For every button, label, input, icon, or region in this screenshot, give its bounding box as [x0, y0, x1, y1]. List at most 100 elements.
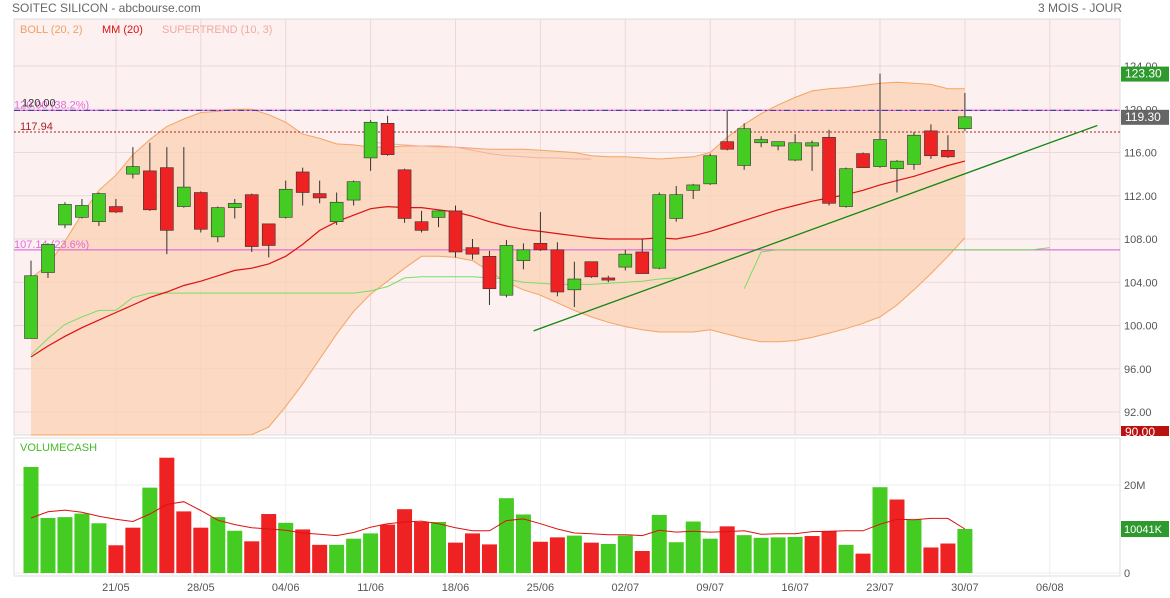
high-price-badge: 123.30	[1125, 67, 1162, 81]
volume-bar	[329, 544, 345, 573]
volume-bar	[91, 523, 107, 573]
low-price-badge-bg	[1121, 426, 1169, 436]
volume-badge: 10041K	[1124, 524, 1163, 536]
candle-body	[873, 139, 887, 167]
bollinger-upper-line	[30, 81, 965, 279]
volume-bar	[940, 543, 956, 573]
supertrend-upper-line	[370, 141, 592, 160]
candle-body	[720, 141, 734, 150]
volume-bar	[838, 544, 854, 573]
candle-body	[907, 134, 921, 165]
volume-bar	[346, 538, 362, 573]
candle-body	[686, 184, 701, 191]
candle-body	[550, 249, 565, 293]
bollinger-lower-line	[31, 237, 966, 436]
volume-bar	[600, 543, 616, 573]
candle-body	[754, 139, 768, 144]
volume-bar	[804, 536, 820, 573]
candle-body	[584, 261, 599, 278]
candle-body	[92, 193, 106, 222]
candle-body	[924, 130, 938, 157]
volume-bar	[617, 535, 633, 573]
chart-title: SOITEC SILICON - abcbourse.com	[12, 1, 201, 15]
x-tick-label: 21/05	[102, 582, 130, 594]
candle-body	[482, 255, 497, 290]
candle-body	[363, 121, 378, 159]
legend-boll: BOLL (20, 2)	[20, 24, 83, 36]
candle-body	[567, 278, 582, 291]
candle-body	[669, 194, 684, 219]
x-tick-label: 04/06	[272, 582, 300, 594]
volume-bar	[176, 511, 192, 573]
volume-bar	[549, 537, 565, 573]
legend-mm: MM (20)	[102, 24, 143, 36]
candle-body	[465, 247, 480, 255]
volume-bar	[40, 518, 56, 573]
volume-bar	[906, 519, 922, 573]
candle-body	[890, 160, 904, 170]
last-price-badge: 119.30	[1125, 110, 1161, 124]
x-tick-label: 30/07	[951, 582, 979, 594]
candle-body	[244, 194, 259, 247]
candle-body	[143, 170, 157, 211]
candle-body	[941, 150, 955, 158]
volume-bar	[464, 533, 480, 573]
candle-body	[652, 194, 667, 269]
y-tick-label: 92.00	[1124, 407, 1152, 419]
candle-body	[227, 203, 242, 208]
y-tick-label: 108.00	[1124, 234, 1158, 246]
candle-body	[703, 155, 718, 185]
volume-bar	[583, 542, 599, 573]
volume-bar	[770, 537, 786, 573]
volume-bar	[295, 529, 311, 573]
volume-bar	[227, 530, 243, 573]
resistance-label: 120.00	[22, 97, 56, 109]
candle-body	[958, 116, 972, 130]
candle-body	[516, 249, 531, 261]
volume-bar	[210, 517, 226, 573]
trend-line	[533, 124, 1098, 332]
volume-bar	[685, 521, 701, 573]
volume-bar	[261, 514, 277, 573]
high-price-badge-bg	[1121, 66, 1169, 82]
candle-body	[499, 245, 514, 296]
y-tick-label: 96.00	[1124, 364, 1152, 376]
candle-body	[41, 244, 55, 273]
candle-body	[822, 137, 836, 204]
volume-badge-bg	[1121, 521, 1169, 537]
volume-tick-label: 0	[1124, 568, 1130, 580]
candles	[24, 73, 972, 339]
volume-bar	[668, 542, 684, 573]
y-tick-label: 112.00	[1124, 191, 1157, 203]
volume-average-line	[30, 501, 966, 537]
volume-bar	[193, 527, 209, 573]
volume-bar	[57, 517, 73, 573]
candle-body	[431, 210, 446, 218]
volume-bar	[159, 457, 175, 573]
volume-bar	[498, 498, 514, 573]
volume-bar	[125, 527, 141, 573]
x-tick-label: 02/07	[612, 582, 640, 594]
candle-body	[635, 251, 650, 274]
volume-bar	[414, 521, 430, 573]
volume-bar	[278, 522, 294, 573]
volume-bar	[363, 533, 379, 573]
x-tick-label: 18/06	[442, 582, 470, 594]
volume-bar	[872, 487, 888, 573]
candle-body	[737, 128, 751, 166]
candle-body	[618, 253, 633, 268]
candle-body	[194, 192, 208, 230]
volume-bar	[23, 466, 39, 573]
candle-body	[295, 171, 310, 193]
low-price-badge: 90.00	[1125, 425, 1155, 439]
volume-bar	[481, 544, 497, 573]
volume-bar	[923, 547, 939, 573]
volume-bar	[108, 545, 124, 573]
candle-body	[414, 221, 429, 231]
candle-body	[126, 166, 140, 175]
last-price-badge-bg	[1121, 109, 1169, 125]
volume-bar	[855, 553, 871, 573]
candle-body	[380, 123, 395, 155]
